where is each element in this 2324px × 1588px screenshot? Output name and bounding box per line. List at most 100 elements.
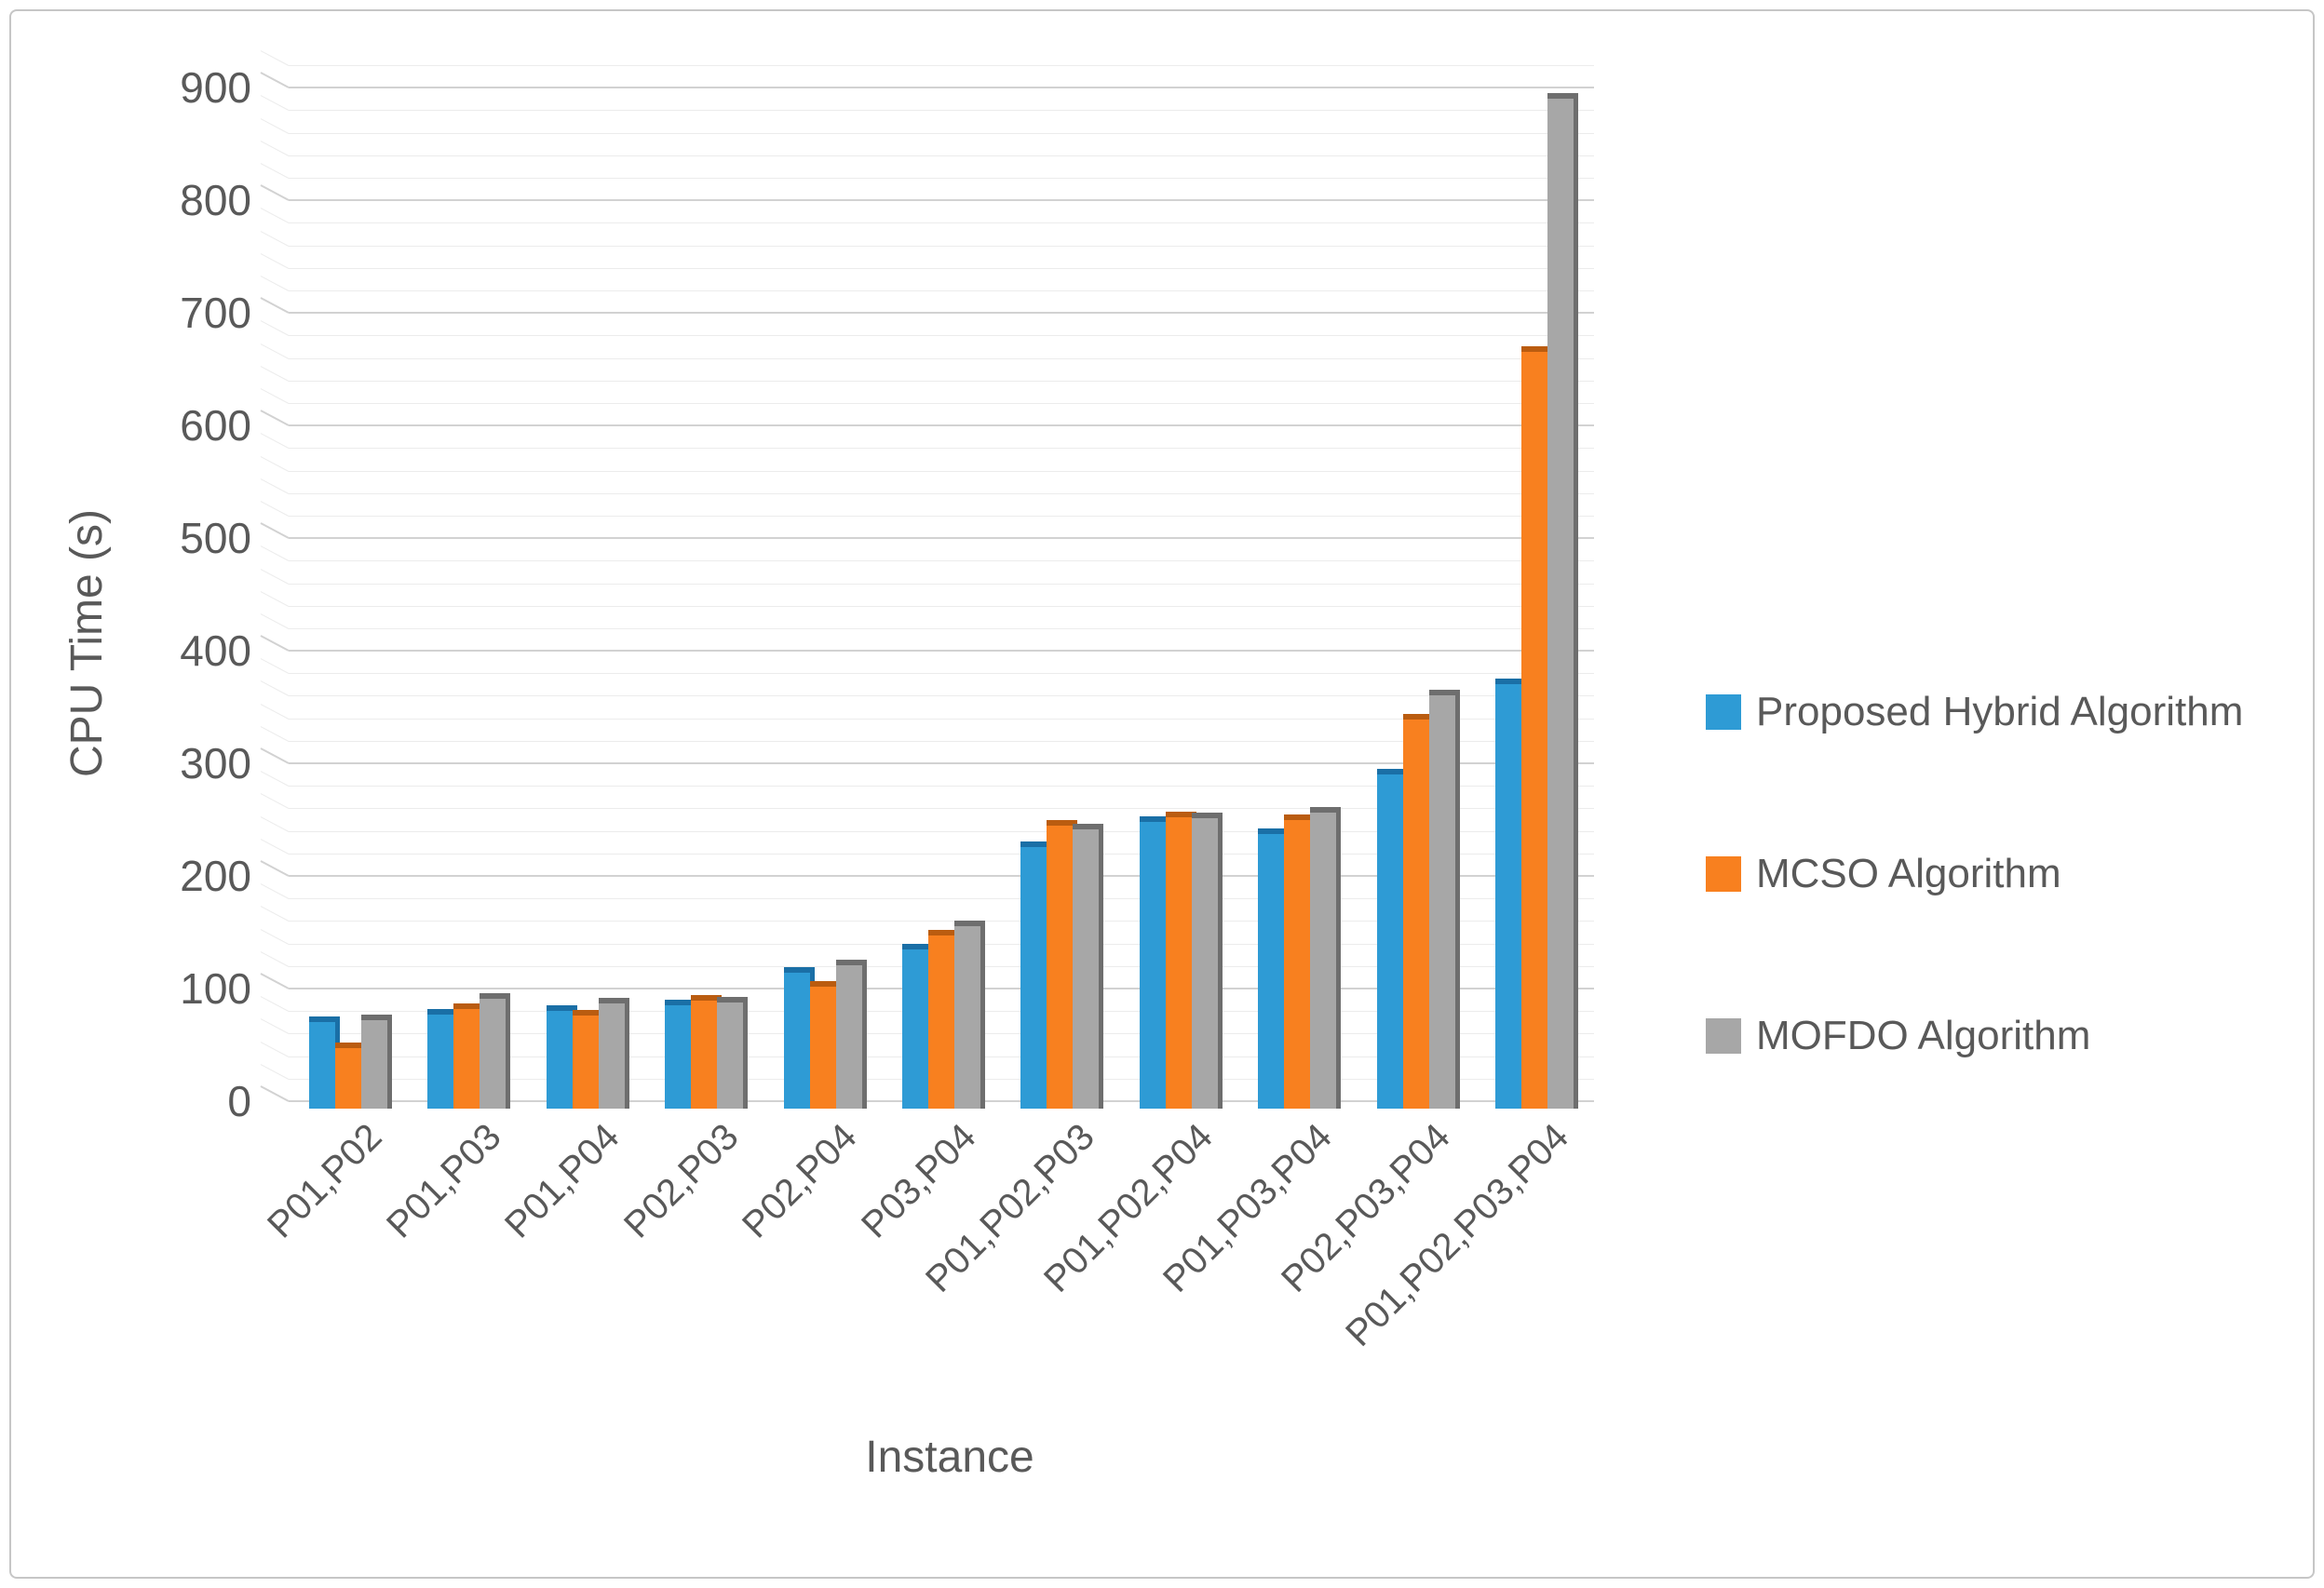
bar-group-p01-p02-p03-p04 [1495, 93, 1579, 1109]
bar-proposed [1495, 679, 1527, 1109]
gridline-minor [289, 448, 1594, 450]
bar-proposed [1139, 815, 1170, 1109]
gridline-minor [289, 627, 1594, 629]
bar-proposed [546, 1005, 577, 1109]
gridline-minor [289, 515, 1594, 517]
bar-mcso [691, 995, 723, 1109]
bar-top-face [334, 1043, 366, 1049]
gridline-minor [289, 673, 1594, 675]
gridline-minor [289, 110, 1594, 112]
bar-side-face [743, 996, 749, 1109]
bar-top-face [835, 959, 867, 965]
gridline-major [289, 650, 1594, 653]
gridline-minor [289, 380, 1594, 382]
bar-proposed [1258, 828, 1290, 1109]
gridline-major [289, 312, 1594, 315]
gridline-minor [289, 560, 1594, 562]
bar-side-face [1099, 824, 1104, 1109]
bar-mcso [1402, 713, 1434, 1109]
gridline-minor [289, 718, 1594, 720]
bar-top-face [953, 921, 985, 927]
x-axis-title: Instance [865, 1433, 1034, 1482]
bar-mcso [1284, 814, 1316, 1109]
bar-top-face [1139, 815, 1170, 822]
gridline-major [289, 762, 1594, 765]
bar-side-face [1574, 93, 1579, 1109]
gridline-minor [289, 289, 1594, 291]
bar-top-face [1521, 346, 1553, 353]
y-tick-label: 900 [180, 63, 251, 113]
bar-top-face [360, 1014, 392, 1020]
bar-group-p01-p02-p04 [1139, 812, 1223, 1109]
gridline-minor [289, 853, 1594, 855]
bar-mofdo [1073, 824, 1104, 1109]
bar-top-face [927, 930, 959, 936]
bar-top-face [1495, 679, 1527, 685]
gridline-minor [289, 740, 1594, 742]
bar-side-face [1217, 813, 1223, 1109]
x-tick-label: P01,P02 [260, 1116, 390, 1246]
bar-group-p01-p03 [427, 992, 511, 1109]
gridline-minor [289, 155, 1594, 156]
y-axis-title: CPU Time (s) [62, 509, 112, 777]
bar-mcso [453, 1003, 485, 1109]
bar-group-p02-p03 [665, 995, 749, 1109]
bar-mcso [927, 930, 959, 1109]
y-tick-label: 600 [180, 401, 251, 451]
bar-top-face [1165, 812, 1196, 818]
x-tick-label: P02,P04 [735, 1116, 865, 1246]
bar-mcso [809, 980, 841, 1109]
y-tick-label: 100 [180, 964, 251, 1014]
bar-mofdo [1428, 690, 1460, 1109]
bar-side-face [506, 992, 511, 1109]
gridline-minor [289, 65, 1594, 66]
gridline-minor [289, 132, 1594, 134]
legend-swatch-icon [1706, 1018, 1741, 1054]
gridline-minor [289, 267, 1594, 269]
gridline-minor [289, 245, 1594, 247]
bar-top-face [783, 967, 815, 974]
gridline-major [289, 87, 1594, 89]
bar-group-p03-p04 [901, 921, 985, 1109]
legend-item-proposed: Proposed Hybrid Algorithm [1706, 689, 2243, 735]
figure-border [9, 9, 2315, 1579]
gridline-minor [289, 786, 1594, 787]
bar-mcso [1047, 819, 1078, 1109]
y-tick-label: 0 [227, 1077, 251, 1125]
bar-top-face [453, 1003, 485, 1009]
y-tick-label: 300 [180, 739, 251, 788]
bar-mofdo [953, 921, 985, 1109]
bar-top-face [1073, 824, 1104, 830]
plot-area: 0 100 200 300 400 500 600 700 800 900 P01,P02 P01,P… [180, 63, 1594, 1354]
bar-side-face [1336, 807, 1342, 1109]
y-tick-label: 500 [180, 514, 251, 563]
bar-group-p01-p02-p03 [1020, 819, 1104, 1109]
bar-proposed [427, 1008, 459, 1109]
gridline-major [289, 537, 1594, 540]
gridline-minor [289, 222, 1594, 224]
x-tick-label: P01,P02,P03,P04 [1338, 1116, 1577, 1354]
bar-groups [289, 65, 1594, 1109]
bar-group-p02-p04 [783, 959, 867, 1109]
x-tick-label: P01,P04 [497, 1116, 628, 1246]
legend-item-mofdo: MOFDO Algorithm [1706, 1013, 2243, 1059]
gridline-minor [289, 177, 1594, 179]
legend: Proposed Hybrid Algorithm MCSO Algorithm M… [1706, 689, 2243, 1175]
y-tick-label: 800 [180, 176, 251, 225]
bar-top-face [308, 1016, 340, 1023]
bar-top-face [665, 1000, 696, 1006]
gridline-minor [289, 492, 1594, 494]
bar-side-face [861, 959, 867, 1109]
bar-mofdo [717, 996, 749, 1109]
bar-mofdo [480, 992, 511, 1109]
x-tick-label: P02,P03 [615, 1116, 747, 1246]
bar-side-face [1454, 690, 1460, 1109]
bar-mcso [1165, 812, 1196, 1109]
bar-side-face [386, 1014, 392, 1109]
bar-proposed [783, 967, 815, 1109]
gridline-minor [289, 898, 1594, 900]
bar-mofdo [360, 1014, 392, 1109]
bar-proposed [1376, 769, 1408, 1109]
bar-top-face [1047, 819, 1078, 826]
